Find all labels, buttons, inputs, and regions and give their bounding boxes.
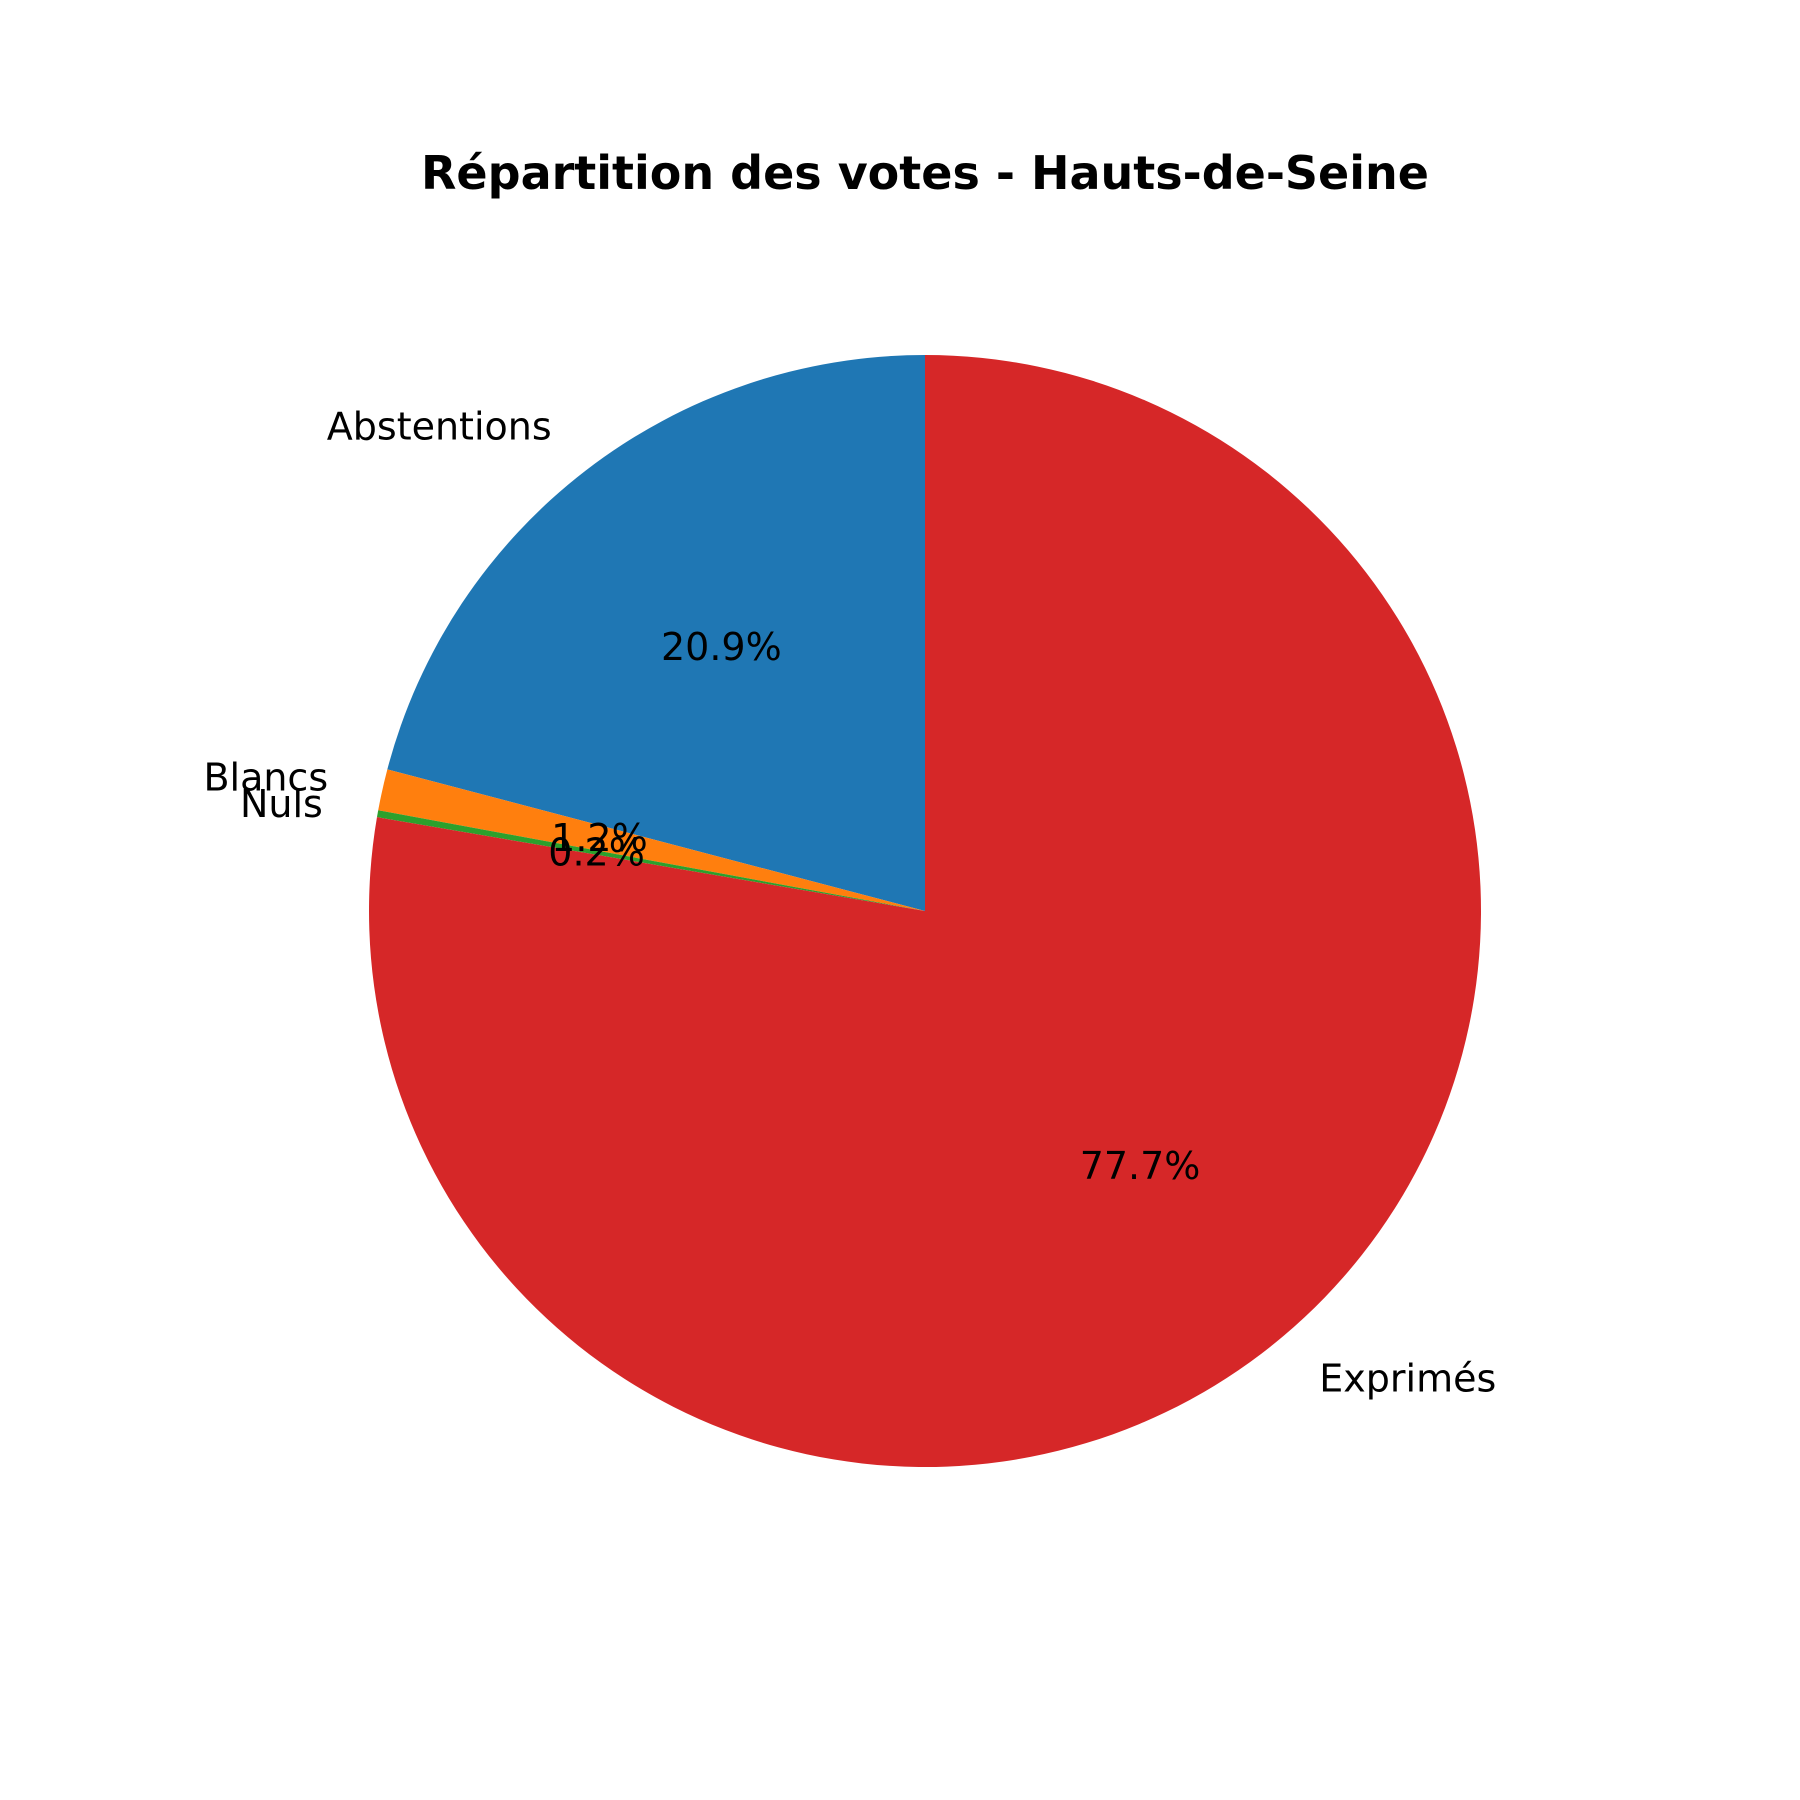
slice-label-abstentions: Abstentions <box>327 405 552 449</box>
percent-label-nuls: 0.2% <box>548 831 645 875</box>
pie-slices <box>369 355 1481 1467</box>
chart-title: Répartition des votes - Hauts-de-Seine <box>421 146 1429 200</box>
pie-labels: Abstentions 20.9% Blancs 1.2% Nuls 0.2% Exprim… <box>203 405 1496 1401</box>
pie-slice-exprimes <box>369 355 1481 1467</box>
slice-label-nuls: Nuls <box>240 782 323 826</box>
percent-label-exprimes: 77.7% <box>1080 1144 1201 1188</box>
pie-slice-blancs <box>378 769 925 911</box>
slice-label-blancs: Blancs <box>203 756 328 800</box>
slice-label-exprimes: Exprimés <box>1319 1357 1496 1401</box>
percent-label-abstentions: 20.9% <box>661 625 782 669</box>
pie-slice-abstentions <box>387 355 925 911</box>
pie-slice-nuls <box>376 810 926 911</box>
percent-label-blancs: 1.2% <box>551 816 648 860</box>
